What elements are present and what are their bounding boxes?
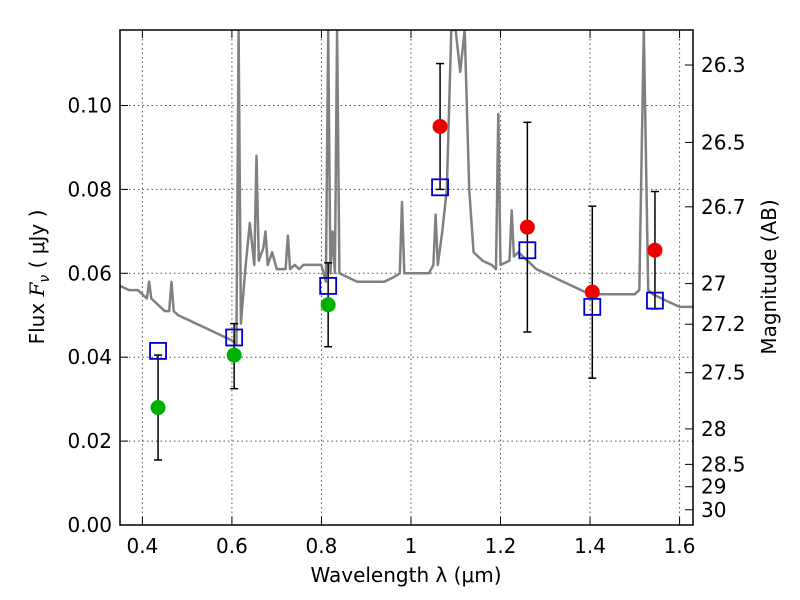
model-box-marker xyxy=(319,276,338,295)
y-axis-label-prefix: Flux xyxy=(25,296,49,344)
grid xyxy=(120,30,693,525)
y-tick-label: 0.10 xyxy=(67,94,112,118)
model-box-marker xyxy=(646,291,664,310)
y-axis-label-symbol: F xyxy=(25,281,49,297)
plot-frame xyxy=(119,29,694,526)
y2-tick-label: 28.5 xyxy=(701,452,746,476)
x-axis-label: Wavelength λ (μm) xyxy=(310,563,501,587)
x-tick-label: 1.6 xyxy=(664,534,696,558)
red-data-point xyxy=(584,284,600,300)
red-data-point xyxy=(647,242,663,258)
green-data-point xyxy=(320,297,336,313)
model-box-marker xyxy=(431,178,449,197)
y-axis-label-subscript: ν xyxy=(37,275,53,283)
x-tick-label: 1.4 xyxy=(574,534,606,558)
y-tick-label: 0.08 xyxy=(67,177,112,201)
x-tick-label: 1 xyxy=(405,534,418,558)
y2-tick-label: 26.7 xyxy=(701,195,746,219)
y2-tick-label: 26.5 xyxy=(701,130,746,154)
green-data-point xyxy=(150,400,166,416)
y-tick-label: 0.04 xyxy=(67,345,112,369)
tick-labels: 0.4 0.6 0.8 1 1.2 1.4 1.6 0.00 0.02 0.04 0.06 0.08 0… xyxy=(67,53,745,558)
x-tick-label: 0.4 xyxy=(126,534,158,558)
model-box-marker xyxy=(225,328,244,347)
green-data-point xyxy=(226,347,242,363)
y2-tick-label: 30 xyxy=(701,498,726,522)
red-data-point xyxy=(519,219,535,235)
y2-tick-label: 27.2 xyxy=(701,312,746,336)
y-tick-label: 0.00 xyxy=(67,513,112,537)
y2-tick-label: 27 xyxy=(701,272,726,296)
y2-tick-label: 27.5 xyxy=(701,361,746,385)
x-tick-label: 0.8 xyxy=(306,534,338,558)
x-tick-label: 0.6 xyxy=(216,534,248,558)
y-tick-label: 0.06 xyxy=(67,261,112,285)
red-data-point xyxy=(432,118,448,134)
x-tick-label: 1.2 xyxy=(485,534,517,558)
plot-area xyxy=(120,30,693,461)
y-tick-label: 0.02 xyxy=(67,429,112,453)
y2-tick-label: 26.3 xyxy=(701,53,746,77)
model-spectrum-line xyxy=(120,30,693,346)
model-box-marker xyxy=(149,342,167,360)
ticks xyxy=(120,30,693,526)
model-box-marker xyxy=(518,241,537,260)
y2-axis-label: Magnitude (AB) xyxy=(757,199,781,354)
y2-tick-label: 29 xyxy=(701,475,726,499)
y-axis-label-suffix: ( μJy ) xyxy=(25,210,49,275)
y-axis-label: Flux Fν ( μJy ) xyxy=(25,210,53,345)
y2-tick-label: 28 xyxy=(701,417,726,441)
model-box-marker xyxy=(583,297,602,316)
